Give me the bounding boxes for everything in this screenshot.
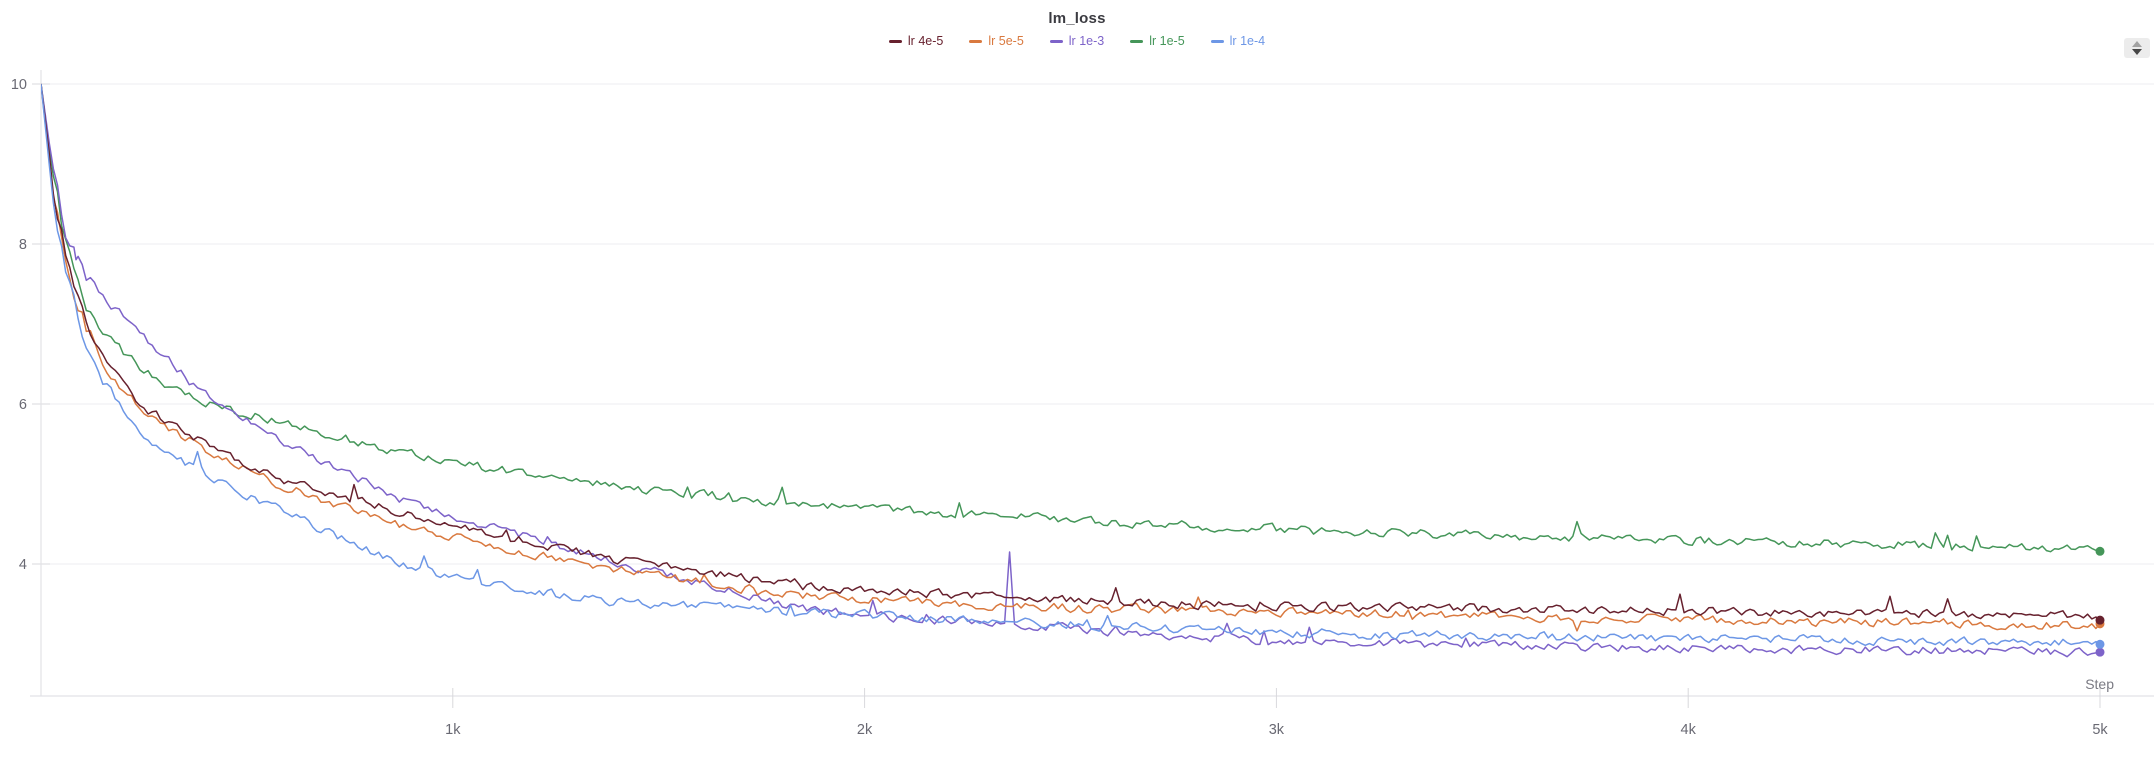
legend-swatch-icon: [1210, 39, 1224, 43]
chart-title: lm_loss: [1048, 10, 1106, 27]
x-axis-tick-label: 2k: [857, 722, 873, 738]
legend-item-lr-5e-5[interactable]: lr 5e-5: [969, 34, 1024, 48]
loss-curve-lr-1e-4[interactable]: [41, 83, 2101, 647]
legend-swatch-icon: [888, 39, 902, 43]
stepper-up-icon[interactable]: [2132, 41, 2142, 47]
legend-item-lr-1e-3[interactable]: lr 1e-3: [1049, 34, 1105, 48]
loss-curve-lr-1e-3[interactable]: [41, 83, 2101, 658]
end-point-lr-1e-3: [2095, 647, 2105, 657]
legend-swatch-icon: [1130, 39, 1144, 43]
y-axis-tick-label: 6: [19, 397, 27, 413]
loss-curve-lr-5e-5[interactable]: [41, 83, 2101, 632]
x-axis-tick-label: 1k: [445, 722, 461, 738]
legend-swatch-icon: [969, 39, 983, 43]
legend-item-lr-1e-5[interactable]: lr 1e-5: [1130, 34, 1185, 48]
x-axis-tick-label: 3k: [1269, 722, 1285, 738]
chart-legend: lr 4e-5 lr 5e-5 lr 1e-3 lr 1e-5 lr 1e-4: [0, 34, 2154, 48]
x-axis-tick-label: 4k: [1681, 722, 1697, 738]
end-point-lr-1e-5: [2095, 546, 2105, 556]
legend-label: lr 4e-5: [907, 34, 944, 48]
x-axis-tick-label: 5k: [2092, 722, 2108, 738]
y-axis-tick-label: 8: [19, 237, 27, 253]
legend-swatch-icon: [1049, 39, 1063, 43]
x-axis-title: Step: [2085, 676, 2114, 692]
y-axis-tick-label: 4: [19, 557, 27, 573]
legend-item-lr-4e-5[interactable]: lr 4e-5: [888, 34, 944, 48]
legend-label: lr 1e-4: [1229, 34, 1266, 48]
legend-label: lr 5e-5: [988, 34, 1024, 48]
end-point-lr-1e-4: [2095, 639, 2105, 649]
end-point-lr-4e-5: [2095, 615, 2105, 625]
legend-label: lr 1e-5: [1149, 34, 1185, 48]
stepper-down-icon[interactable]: [2132, 49, 2142, 55]
legend-item-lr-1e-4[interactable]: lr 1e-4: [1210, 34, 1266, 48]
y-axis-tick-label: 10: [11, 77, 27, 93]
legend-label: lr 1e-3: [1068, 34, 1105, 48]
loss-curve-lr-1e-5[interactable]: [41, 83, 2101, 553]
loss-curve-lr-4e-5[interactable]: [41, 83, 2101, 621]
chart-stepper-button[interactable]: [2124, 38, 2150, 58]
